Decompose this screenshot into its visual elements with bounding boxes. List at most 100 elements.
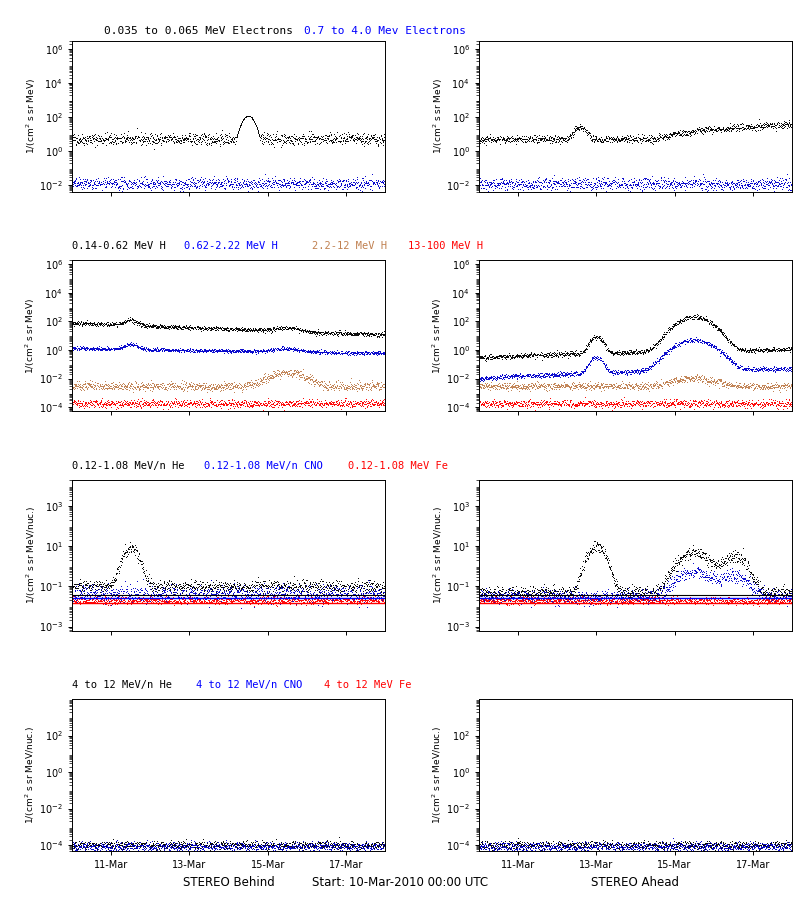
Point [368,328,381,342]
Point [690,310,703,325]
Point [131,392,144,406]
Point [324,176,337,191]
Point [518,135,531,149]
Point [206,397,219,411]
Point [480,594,493,608]
Point [540,593,553,608]
Point [769,838,782,852]
Point [377,176,390,190]
Point [139,130,152,144]
Point [179,130,192,145]
Point [162,130,175,145]
Point [593,328,606,343]
Point [118,549,130,563]
Point [105,593,118,608]
Point [298,131,311,146]
Point [70,397,82,411]
Point [514,594,526,608]
Point [359,345,372,359]
Point [354,844,366,859]
Point [254,586,266,600]
Point [298,173,311,187]
Point [762,342,775,356]
Point [486,131,499,146]
Point [474,374,486,388]
Point [501,369,514,383]
Point [584,839,597,853]
Point [306,324,319,338]
Point [566,173,579,187]
Point [106,133,118,148]
Point [119,132,132,147]
Point [725,176,738,191]
Point [300,345,313,359]
Point [118,839,131,853]
Point [108,134,121,148]
Point [257,177,270,192]
Point [574,837,587,851]
Point [66,174,78,188]
Point [182,590,194,604]
Point [730,576,743,590]
Point [119,837,132,851]
Point [267,342,280,356]
Point [200,580,213,594]
Point [489,378,502,392]
Point [300,580,313,595]
Point [597,593,610,608]
Point [186,586,199,600]
Point [555,393,568,408]
Point [578,364,590,378]
Point [67,393,80,408]
Point [113,183,126,197]
Point [276,840,289,854]
Point [189,177,202,192]
Point [155,342,168,356]
Point [727,378,740,392]
Point [337,133,350,148]
Point [735,362,748,376]
Point [136,839,149,853]
Point [322,585,334,599]
Point [701,843,714,858]
Point [495,371,508,385]
Point [334,577,346,591]
Point [521,382,534,396]
Point [698,124,711,139]
Point [290,363,303,377]
Point [583,588,596,602]
Point [719,377,732,392]
Point [119,590,132,604]
Point [89,381,102,395]
Point [483,837,496,851]
Point [501,350,514,365]
Point [742,594,755,608]
Point [279,839,292,853]
Point [660,345,673,359]
Point [369,177,382,192]
Point [587,839,600,853]
Point [269,341,282,356]
Point [325,379,338,393]
Point [696,570,709,584]
Point [210,134,223,148]
Point [646,356,659,370]
Point [499,378,512,392]
Point [286,176,299,190]
Point [129,374,142,388]
Point [319,575,332,590]
Point [203,399,216,413]
Point [525,394,538,409]
Point [103,397,116,411]
Point [71,177,84,192]
Point [176,586,189,600]
Point [290,398,302,412]
Point [619,346,632,361]
Point [279,342,292,356]
Point [485,177,498,192]
Point [602,554,614,569]
Point [319,178,332,193]
Point [546,346,559,361]
Point [284,175,297,189]
Point [339,175,352,189]
